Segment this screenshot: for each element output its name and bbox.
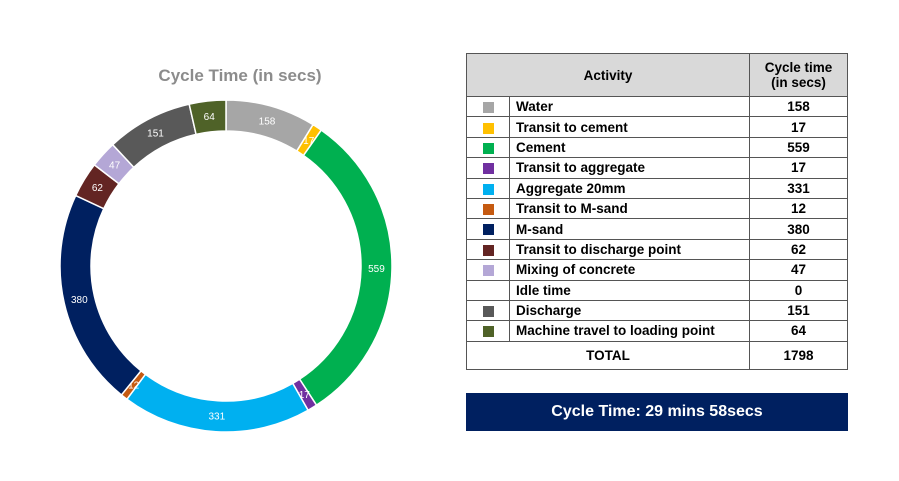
legend-swatch-cell	[466, 197, 510, 220]
legend-swatch-cell	[466, 299, 510, 322]
table-row: Transit to cement 17	[466, 116, 848, 138]
activity-name: Aggregate 20mm	[509, 177, 750, 199]
activity-name: Idle time	[509, 279, 750, 301]
activity-cycle-time: 331	[749, 177, 848, 199]
activity-cycle-time: 151	[749, 299, 848, 322]
activity-name: Discharge	[509, 299, 750, 322]
table-row: Machine travel to loading point 64	[466, 320, 848, 342]
activity-name: Cement	[509, 136, 750, 159]
activity-name: M-sand	[509, 218, 750, 240]
donut-chart: 158 17 559 17 331 12 380 62 47 151 64	[59, 99, 393, 433]
legend-swatch	[482, 265, 494, 277]
header-cycle-time: Cycle time (in secs)	[749, 53, 848, 97]
header-activity: Activity	[466, 53, 750, 97]
slice-data-label: 17	[299, 390, 311, 401]
table-row: Transit to discharge point 62	[466, 238, 848, 261]
legend-swatch-cell	[466, 95, 510, 118]
legend-swatch	[482, 122, 494, 134]
activity-cycle-time: 158	[749, 95, 848, 118]
activity-name: Machine travel to loading point	[509, 320, 750, 342]
activity-name: Water	[509, 95, 750, 118]
activity-name: Mixing of concrete	[509, 259, 750, 281]
activity-name: Transit to cement	[509, 116, 750, 138]
legend-swatch	[482, 204, 494, 216]
table-row: Water 158	[466, 95, 848, 118]
legend-swatch-cell	[466, 238, 510, 261]
activity-cycle-time: 559	[749, 136, 848, 159]
table-row: Aggregate 20mm 331	[466, 177, 848, 199]
slice-data-label: 151	[147, 129, 164, 140]
slice-data-label: 12	[128, 380, 140, 391]
legend-swatch-cell	[466, 259, 510, 281]
activity-table: Activity Cycle time (in secs) Water 158 Tr…	[466, 53, 848, 370]
activity-cycle-time: 47	[749, 259, 848, 281]
legend-swatch-cell	[466, 279, 510, 301]
slice-data-label: 331	[208, 412, 225, 423]
activity-name: Transit to M-sand	[509, 197, 750, 220]
table-row: Idle time 0	[466, 279, 848, 301]
table-row: Transit to M-sand 12	[466, 197, 848, 220]
table-row: Mixing of concrete 47	[466, 259, 848, 281]
slice-data-label: 64	[204, 112, 216, 123]
chart-title: Cycle Time (in secs)	[158, 66, 322, 85]
table-row: Cement 559	[466, 136, 848, 159]
legend-swatch-cell	[466, 136, 510, 159]
legend-swatch	[482, 306, 494, 318]
slice-data-label: 559	[368, 264, 385, 275]
legend-swatch	[482, 163, 494, 175]
legend-swatch-cell	[466, 116, 510, 138]
slice-data-label: 47	[109, 160, 121, 171]
donut-slice	[188, 99, 227, 136]
legend-swatch	[482, 183, 494, 195]
activity-name: Transit to discharge point	[509, 238, 750, 261]
legend-swatch	[482, 326, 494, 338]
activity-cycle-time: 0	[749, 279, 848, 301]
total-value: 1798	[749, 340, 848, 370]
legend-swatch-cell	[466, 218, 510, 240]
slice-data-label: 17	[303, 136, 315, 147]
slice-data-label: 62	[92, 183, 104, 194]
slice-data-label: 158	[259, 117, 276, 128]
legend-swatch	[482, 142, 494, 154]
table-row: Transit to aggregate 17	[466, 157, 848, 179]
legend-swatch-cell	[466, 157, 510, 179]
donut-slice	[125, 373, 310, 433]
total-label: TOTAL	[466, 340, 750, 370]
activity-cycle-time: 62	[749, 238, 848, 261]
legend-swatch	[482, 224, 494, 236]
slice-data-label: 380	[71, 295, 88, 306]
legend-swatch	[482, 244, 494, 256]
activity-cycle-time: 64	[749, 320, 848, 342]
activity-cycle-time: 17	[749, 116, 848, 138]
activity-name: Transit to aggregate	[509, 157, 750, 179]
table-row: M-sand 380	[466, 218, 848, 240]
legend-swatch-cell	[466, 320, 510, 342]
legend-swatch-cell	[466, 177, 510, 199]
legend-swatch	[482, 102, 494, 114]
table-row: Discharge 151	[466, 299, 848, 322]
activity-cycle-time: 12	[749, 197, 848, 220]
cycle-time-banner: Cycle Time: 29 mins 58secs	[466, 393, 848, 431]
activity-cycle-time: 17	[749, 157, 848, 179]
activity-cycle-time: 380	[749, 218, 848, 240]
